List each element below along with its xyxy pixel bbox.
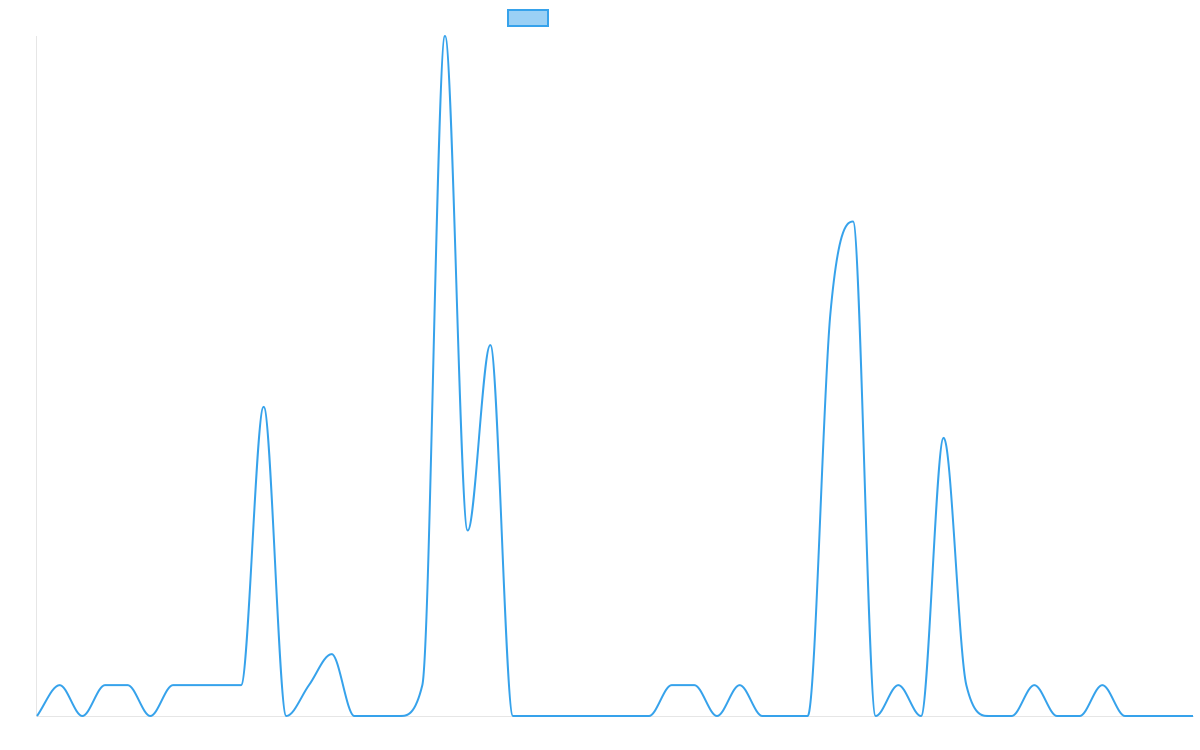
legend[interactable] <box>507 9 549 27</box>
data-point[interactable] <box>169 681 177 689</box>
data-point[interactable] <box>350 712 358 720</box>
data-point[interactable] <box>668 681 676 689</box>
data-point[interactable] <box>985 712 993 720</box>
data-point[interactable] <box>192 681 200 689</box>
data-point[interactable] <box>282 712 290 720</box>
data-point[interactable] <box>464 527 472 535</box>
data-point[interactable] <box>713 712 721 720</box>
data-point[interactable] <box>1189 712 1197 720</box>
data-point[interactable] <box>124 681 132 689</box>
data-point[interactable] <box>486 341 494 349</box>
data-point[interactable] <box>1008 712 1016 720</box>
data-point[interactable] <box>56 681 64 689</box>
data-point[interactable] <box>645 712 653 720</box>
data-point[interactable] <box>917 712 925 720</box>
data-point[interactable] <box>940 434 948 442</box>
data-point[interactable] <box>1121 712 1129 720</box>
data-point[interactable] <box>1098 681 1106 689</box>
data-point[interactable] <box>237 681 245 689</box>
data-point[interactable] <box>305 681 313 689</box>
data-point[interactable] <box>600 712 608 720</box>
data-point[interactable] <box>554 712 562 720</box>
data-point[interactable] <box>328 650 336 658</box>
data-point[interactable] <box>146 712 154 720</box>
data-point[interactable] <box>373 712 381 720</box>
data-point[interactable] <box>1166 712 1174 720</box>
series-line <box>36 35 1193 717</box>
data-point[interactable] <box>1144 712 1152 720</box>
data-point[interactable] <box>78 712 86 720</box>
data-point[interactable] <box>872 712 880 720</box>
data-point[interactable] <box>758 712 766 720</box>
data-point[interactable] <box>781 712 789 720</box>
data-point[interactable] <box>214 681 222 689</box>
data-point[interactable] <box>418 681 426 689</box>
data-point[interactable] <box>441 32 449 40</box>
data-point[interactable] <box>962 681 970 689</box>
data-point[interactable] <box>1076 712 1084 720</box>
data-point[interactable] <box>33 712 41 720</box>
data-point[interactable] <box>396 712 404 720</box>
data-point[interactable] <box>101 681 109 689</box>
data-point[interactable] <box>849 217 857 225</box>
data-point[interactable] <box>804 712 812 720</box>
data-point[interactable] <box>260 403 268 411</box>
data-point[interactable] <box>826 310 834 318</box>
data-point[interactable] <box>577 712 585 720</box>
legend-swatch[interactable] <box>507 9 549 27</box>
data-point[interactable] <box>622 712 630 720</box>
data-point[interactable] <box>1053 712 1061 720</box>
data-point[interactable] <box>509 712 517 720</box>
data-point[interactable] <box>690 681 698 689</box>
data-point[interactable] <box>736 681 744 689</box>
data-point[interactable] <box>1030 681 1038 689</box>
data-point[interactable] <box>894 681 902 689</box>
data-point[interactable] <box>532 712 540 720</box>
